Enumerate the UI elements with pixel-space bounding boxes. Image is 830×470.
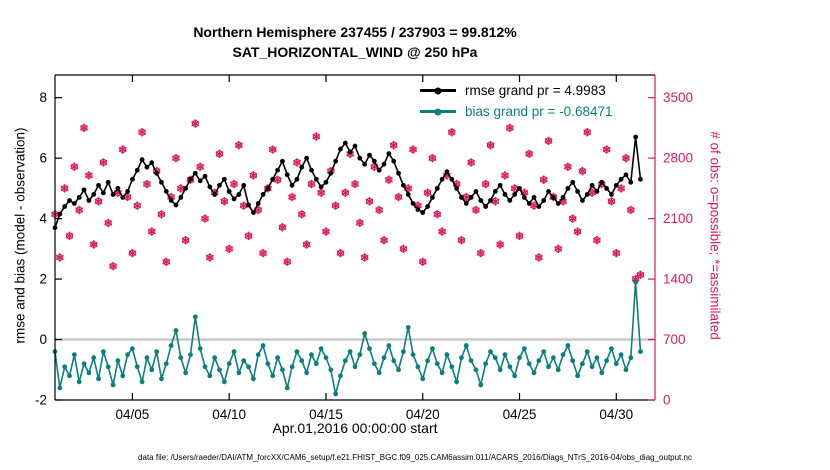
svg-text:2800: 2800 [663,151,693,166]
svg-text:04/15: 04/15 [309,407,343,422]
svg-text:04/10: 04/10 [212,407,246,422]
svg-text:6: 6 [39,151,47,166]
svg-text:4: 4 [39,211,47,226]
rmse-marker-dot [434,87,442,94]
bias-marker-dot [434,108,442,115]
y-axis-label-left: rmse and bias (model - observation) [12,127,28,344]
svg-text:8: 8 [39,90,47,105]
legend-item-bias: bias grand pr = -0.68471 [420,101,612,122]
legend-label-bias: bias grand pr = -0.68471 [465,104,613,119]
y-axis-label-right: # of obs: o=possible; *=assimilated [707,131,723,340]
svg-text:04/30: 04/30 [599,407,633,422]
svg-text:700: 700 [663,332,686,347]
chart-title-line1: Northern Hemisphere 237455 / 237903 = 99… [193,24,517,40]
datafile-path: data file: /Users/raeder/DAI/ATM_forcXX/… [138,453,692,462]
svg-text:1400: 1400 [663,272,693,287]
svg-text:04/25: 04/25 [503,407,537,422]
rmse-line-swatch [420,87,456,94]
legend-label-rmse: rmse grand pr = 4.9983 [465,83,606,98]
svg-text:0: 0 [663,393,671,408]
svg-text:04/05: 04/05 [116,407,150,422]
bias-line-swatch [420,108,456,115]
svg-text:2100: 2100 [663,211,693,226]
svg-text:0: 0 [39,332,47,347]
svg-text:2: 2 [39,272,47,287]
x-axis-label: Apr.01,2016 00:00:00 start [272,420,438,436]
legend: rmse grand pr = 4.9983 bias grand pr = -… [420,80,612,122]
svg-text:04/20: 04/20 [406,407,440,422]
svg-text:3500: 3500 [663,90,693,105]
chart-title-line2: SAT_HORIZONTAL_WIND @ 250 hPa [232,44,478,60]
svg-text:-2: -2 [35,393,47,408]
legend-item-rmse: rmse grand pr = 4.9983 [420,80,612,101]
